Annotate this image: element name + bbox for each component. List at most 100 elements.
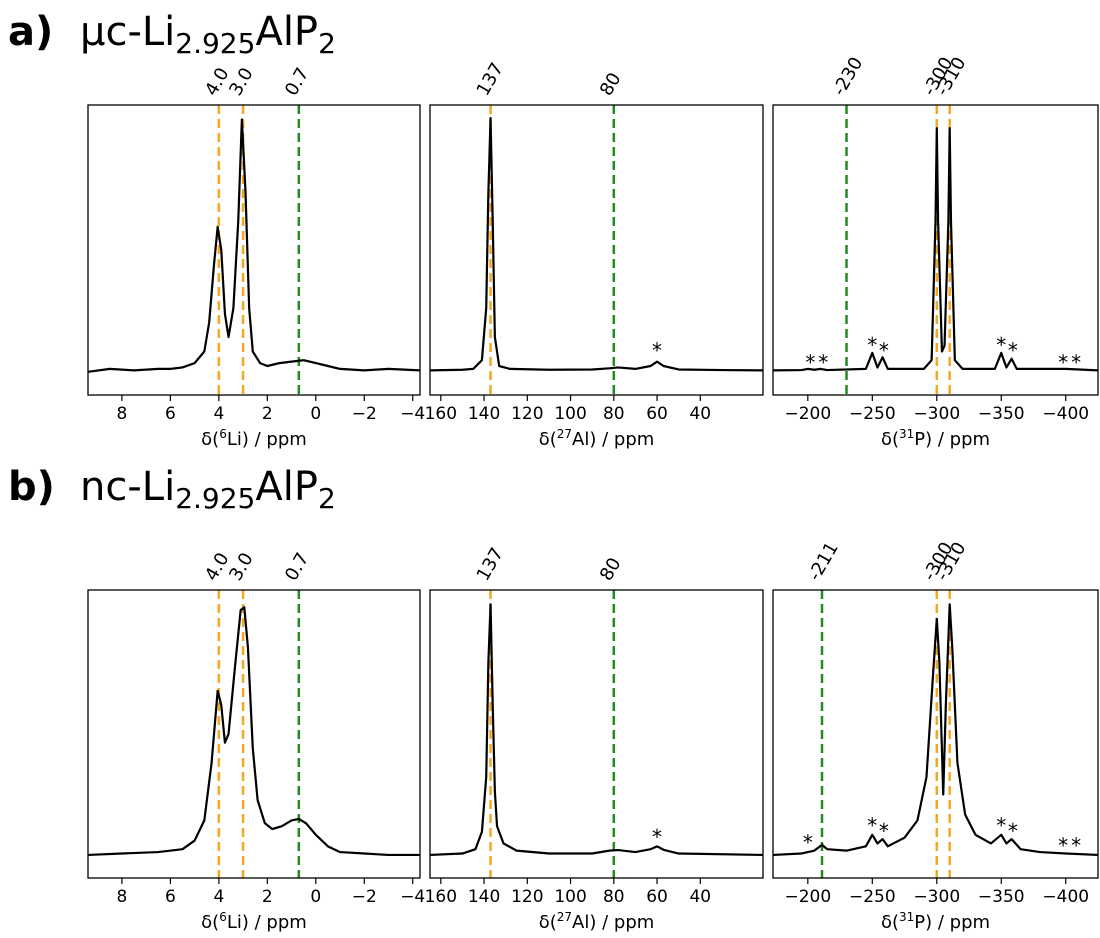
axes-frame [772, 104, 1099, 396]
label-part: Li) / ppm [227, 429, 307, 450]
x-tick-label: −2 [352, 887, 377, 907]
x-tick-label: 40 [689, 404, 711, 424]
label-part: δ( [539, 429, 557, 450]
x-tick-label: 100 [554, 404, 586, 424]
x-axis-label: δ(27Al) / ppm [539, 910, 655, 933]
title-part: 2 [318, 482, 336, 515]
x-tick-label: 8 [117, 404, 128, 424]
title-part: μc-Li [80, 9, 175, 55]
annotation: * [803, 831, 813, 855]
x-tick-label: 140 [468, 404, 500, 424]
reference-label: 137 [473, 544, 508, 584]
reference-label: 0.7 [281, 549, 314, 584]
label-part: 31 [899, 427, 914, 441]
x-tick-label: −4 [400, 887, 425, 907]
label-part: δ( [539, 912, 557, 933]
x-tick-label: 6 [165, 887, 176, 907]
x-tick-label: −2 [352, 404, 377, 424]
x-tick-label: 80 [603, 887, 625, 907]
title-part: AlP [255, 464, 318, 510]
annotation: * [1058, 834, 1068, 858]
x-tick-label: −400 [1042, 887, 1089, 907]
x-tick-label: 0 [310, 404, 321, 424]
spectrum-line [429, 603, 764, 857]
annotation: * [1008, 819, 1018, 843]
x-tick-label: −200 [784, 887, 831, 907]
x-tick-label: −400 [1042, 404, 1089, 424]
title-part: 2.925 [175, 27, 255, 60]
annotation: * [996, 333, 1006, 357]
label-part: P) / ppm [914, 912, 990, 933]
title-part: 2.925 [175, 482, 255, 515]
x-axis-label: δ(27Al) / ppm [539, 427, 655, 450]
panel-title: μc-Li2.925AlP2 [80, 9, 336, 60]
label-part: δ( [201, 429, 219, 450]
annotation: * [1058, 350, 1068, 374]
x-tick-label: 120 [511, 887, 543, 907]
spectrum-line [87, 118, 421, 373]
x-tick-label: 60 [646, 887, 668, 907]
x-tick-label: 160 [425, 404, 457, 424]
axes-frame [87, 589, 421, 879]
label-part: 31 [899, 910, 914, 924]
spectrum-line [429, 116, 764, 372]
annotation: * [867, 813, 877, 837]
axes-frame [772, 589, 1099, 879]
x-tick-label: −350 [978, 404, 1025, 424]
label-part: P) / ppm [914, 429, 990, 450]
label-part: δ( [881, 429, 899, 450]
label-part: δ( [201, 912, 219, 933]
title-part: 2 [318, 27, 336, 60]
x-tick-label: 4 [213, 404, 224, 424]
reference-label: -211 [804, 539, 843, 585]
annotation: * [1071, 834, 1081, 858]
axes-frame [429, 104, 764, 396]
reference-label: 80 [596, 69, 626, 99]
reference-label: 80 [596, 554, 626, 584]
annotation: * [818, 350, 828, 374]
x-tick-label: 40 [689, 887, 711, 907]
x-tick-label: 120 [511, 404, 543, 424]
spectrum-line [772, 603, 1099, 857]
x-axis-label: δ(31P) / ppm [881, 427, 990, 450]
reference-label: -230 [829, 54, 868, 100]
reference-label: 137 [473, 59, 508, 99]
x-tick-label: 0 [310, 887, 321, 907]
x-tick-label: −300 [913, 404, 960, 424]
x-tick-label: 100 [554, 887, 586, 907]
x-axis-label: δ(31P) / ppm [881, 910, 990, 933]
x-tick-label: −200 [784, 404, 831, 424]
annotation: * [652, 339, 662, 363]
annotation: * [805, 350, 815, 374]
x-tick-label: −250 [849, 887, 896, 907]
label-part: 27 [557, 910, 572, 924]
spectrum-line [87, 606, 420, 857]
x-tick-label: 4 [213, 887, 224, 907]
x-tick-label: −300 [913, 887, 960, 907]
label-part: 27 [557, 427, 572, 441]
x-tick-label: 80 [603, 404, 625, 424]
annotation: * [867, 333, 877, 357]
x-tick-label: −250 [849, 404, 896, 424]
title-part: AlP [255, 9, 318, 55]
x-axis-label: δ(6Li) / ppm [201, 910, 307, 933]
x-tick-label: 60 [646, 404, 668, 424]
annotation: * [1008, 339, 1018, 363]
annotation: * [652, 825, 662, 849]
reference-label: 0.7 [281, 64, 314, 99]
spectrum-line [772, 127, 1099, 372]
label-part: 6 [219, 910, 227, 924]
annotation: * [879, 819, 889, 843]
annotation: * [996, 813, 1006, 837]
reference-label: 3.0 [225, 64, 258, 99]
x-tick-label: −350 [978, 887, 1025, 907]
x-tick-label: 8 [117, 887, 128, 907]
panel-label: a) [8, 9, 53, 55]
x-axis-label: δ(6Li) / ppm [201, 427, 307, 450]
axes-frame [87, 104, 421, 396]
reference-label: 3.0 [225, 549, 258, 584]
x-tick-label: 2 [262, 404, 273, 424]
label-part: Li) / ppm [227, 912, 307, 933]
x-tick-label: 2 [262, 887, 273, 907]
